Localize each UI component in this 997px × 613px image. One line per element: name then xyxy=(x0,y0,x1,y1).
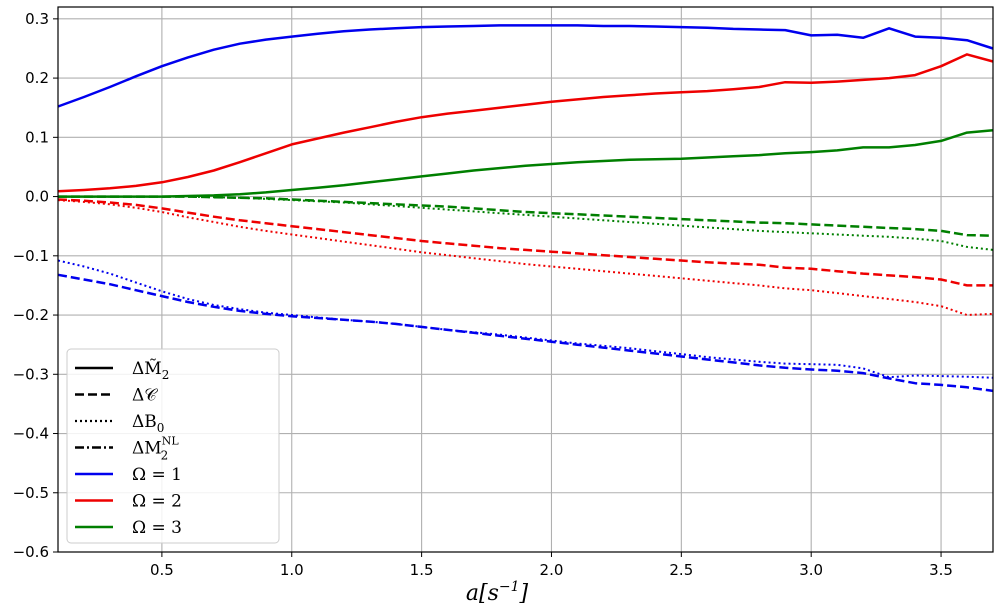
x-tick-label-4: 2.5 xyxy=(669,561,693,579)
legend-label-2: ΔB0 xyxy=(132,412,164,435)
x-axis-label: a[s−1] xyxy=(466,579,529,606)
y-tick-label-5: −0.2 xyxy=(13,306,49,324)
x-axis-label-text: a[s−1] xyxy=(466,579,529,606)
y-tick-label-6: −0.3 xyxy=(13,365,49,383)
series-line-omega2-solid xyxy=(57,53,994,193)
y-tick-label-0: 0.3 xyxy=(25,10,49,28)
x-tick-label-3: 2.0 xyxy=(540,561,564,579)
plot-border xyxy=(57,6,994,553)
legend-label-1: Δ𝒞 xyxy=(132,386,158,406)
legend-label-0: ΔM̃2 xyxy=(132,359,169,382)
series-line-omega3-solid xyxy=(58,128,994,198)
series-line-omega2-dotted xyxy=(57,199,994,316)
x-tick-label-5: 3.0 xyxy=(799,561,823,579)
y-tick-label-7: −0.4 xyxy=(13,425,49,443)
y-axis-ticks: 0.3 0.2 0.1 0.0 −0.1 −0.2 −0.3 −0.4 −0.5 −0.6 xyxy=(13,10,58,561)
y-tick-label-3: 0.0 xyxy=(25,188,49,206)
series-line-omega1-dashed xyxy=(57,273,994,393)
y-tick-label-1: 0.2 xyxy=(25,69,49,87)
y-tick-label-8: −0.5 xyxy=(13,484,49,502)
series-lines xyxy=(57,24,994,393)
x-axis-ticks: 0.5 1.0 1.5 2.0 2.5 3.0 3.5 xyxy=(150,552,953,579)
x-tick-label-2: 1.5 xyxy=(410,561,434,579)
series-line-omega3-dashed xyxy=(58,195,994,237)
legend-label-3: ΔMNL 2 xyxy=(132,435,179,463)
series-line-omega2-dashed xyxy=(57,198,993,287)
legend-label-4: Ω = 1 xyxy=(132,465,182,485)
legend-label-6: Ω = 3 xyxy=(132,518,182,538)
series-line-omega1-dotted xyxy=(57,259,994,379)
legend-box xyxy=(66,348,280,544)
y-tick-label-9: −0.6 xyxy=(13,543,49,561)
series-line-omega3-dotted xyxy=(58,195,994,251)
y-tick-label-4: −0.1 xyxy=(13,247,49,265)
legend-label-5: Ω = 2 xyxy=(132,492,182,512)
series-line-omega1-solid xyxy=(57,24,994,108)
y-tick-label-2: 0.1 xyxy=(25,128,49,146)
plot-frame xyxy=(57,6,994,553)
x-tick-label-1: 1.0 xyxy=(280,561,304,579)
x-tick-label-6: 3.5 xyxy=(929,561,953,579)
x-tick-label-0: 0.5 xyxy=(150,561,174,579)
